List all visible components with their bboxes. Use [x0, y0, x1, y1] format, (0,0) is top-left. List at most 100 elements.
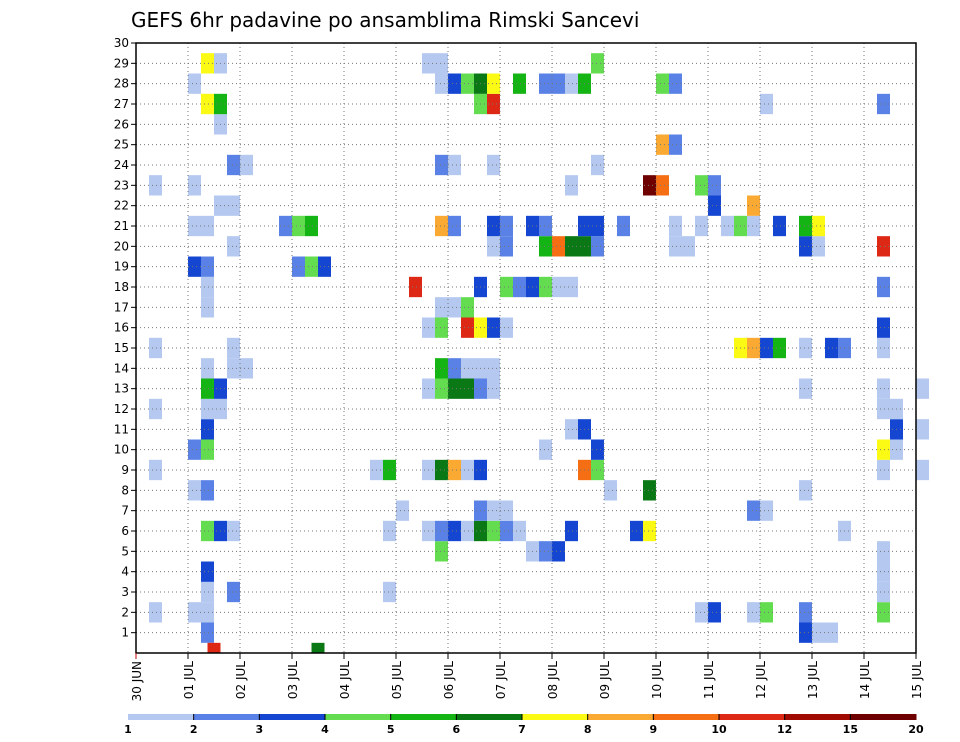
y-tick-label: 2: [121, 605, 129, 619]
heatmap-cell: [435, 378, 448, 399]
x-tick-label: 15 JUL: [910, 661, 924, 699]
heatmap-cell: [149, 398, 162, 420]
heatmap-cell: [500, 215, 513, 237]
heatmap-cell: [721, 215, 734, 237]
heatmap-cell: [500, 520, 513, 542]
heatmap-cell: [435, 73, 448, 94]
heatmap-cell: [240, 154, 253, 176]
y-tick-label: 20: [114, 239, 129, 253]
colorbar-segment: [128, 714, 195, 720]
x-axis-ticks: 30 JUN 01 JUL 02 JUL 03 JUL 04 JUL 05 JUL 06 J…: [130, 653, 924, 701]
x-tick-label: 10 JUL: [650, 661, 664, 699]
colorbar-segment: [587, 714, 654, 720]
heatmap-cell: [188, 602, 201, 623]
heatmap-cell: [487, 236, 500, 257]
heatmap-cell: [877, 439, 890, 460]
heatmap-cell: [201, 602, 214, 623]
heatmap-cell: [461, 297, 474, 318]
x-tick-label: 03 JUL: [286, 661, 300, 699]
x-tick-label: 14 JUL: [858, 661, 872, 699]
heatmap-cell: [487, 154, 500, 176]
heatmap-cell: [188, 439, 201, 460]
y-tick-label: 1: [121, 626, 129, 640]
heatmap-cell: [448, 520, 461, 542]
heatmap-cell: [311, 642, 325, 653]
heatmap-cell: [188, 73, 201, 94]
heatmap-cell: [435, 297, 448, 318]
heatmap-cell: [461, 520, 474, 542]
heatmap-cell: [877, 378, 890, 399]
heatmap-cell: [877, 398, 890, 420]
heatmap-cell: [565, 419, 578, 440]
heatmap-cell: [201, 520, 214, 542]
heatmap-cell: [916, 459, 929, 481]
colorbar-label: 7: [518, 723, 526, 736]
heatmap-cell: [487, 378, 500, 399]
heatmap-cell: [877, 93, 890, 115]
colorbar-label: 10: [711, 723, 727, 736]
grid-lines: [136, 42, 916, 653]
heatmap-cell: [812, 236, 825, 257]
heatmap-cell: [565, 520, 578, 542]
heatmap-cell: [448, 297, 461, 318]
heatmap-cell: [227, 581, 240, 603]
colorbar-label: 3: [256, 723, 264, 736]
heatmap-cell: [669, 134, 682, 155]
heatmap-cell: [435, 154, 448, 176]
heatmap-cell: [305, 256, 318, 277]
heatmap-cell: [383, 459, 396, 481]
heatmap-cell: [513, 276, 526, 298]
heatmap-cell: [292, 215, 305, 237]
y-tick-label: 29: [114, 56, 129, 70]
heatmap-cell: [461, 358, 474, 379]
heatmap-cell: [643, 480, 656, 501]
colorbar-label: 15: [843, 723, 858, 736]
heatmap-cell: [227, 154, 240, 176]
x-tick-label: 07 JUL: [494, 661, 508, 699]
heatmap-cell: [435, 215, 448, 237]
heatmap-cell: [552, 276, 565, 298]
y-tick-label: 17: [114, 300, 129, 314]
chart-title: GEFS 6hr padavine po ansamblima Rimski S…: [131, 8, 639, 32]
heatmap-cell: [539, 439, 552, 460]
heatmap-cell: [487, 520, 500, 542]
heatmap-cell: [747, 500, 760, 521]
x-tick-label: 08 JUL: [546, 661, 560, 699]
heatmap-cell: [396, 500, 409, 521]
colorbar-segment: [784, 714, 851, 720]
heatmap-cell: [799, 480, 812, 501]
heatmap-cell: [292, 256, 305, 277]
heatmap-cell: [201, 622, 214, 643]
y-tick-label: 22: [114, 199, 129, 213]
heatmap-cell: [435, 459, 448, 481]
heatmap-cell: [500, 500, 513, 521]
heatmap-cell: [227, 520, 240, 542]
heatmap-cell: [812, 215, 825, 237]
colorbar-segment: [193, 714, 260, 720]
heatmap-cell: [448, 459, 461, 481]
colorbar-label: 12: [777, 723, 792, 736]
x-tick-label: 30 JUN: [130, 661, 144, 701]
heatmap-cell: [643, 175, 656, 196]
heatmap-cell: [747, 195, 760, 216]
heatmap-cell: [188, 215, 201, 237]
y-axis-ticks: 1234567891011121314151617181920212223242…: [114, 36, 136, 640]
heatmap-cell: [799, 337, 812, 359]
x-tick-label: 02 JUL: [234, 661, 248, 699]
heatmap-cell: [799, 602, 812, 623]
y-tick-label: 21: [114, 219, 129, 233]
heatmap-cell: [201, 561, 214, 582]
heatmap-cell: [825, 622, 838, 643]
y-tick-label: 25: [114, 138, 129, 152]
heatmap-cell: [227, 195, 240, 216]
heatmap-cell: [877, 236, 890, 257]
y-tick-label: 11: [114, 422, 129, 436]
heatmap-cell: [825, 337, 838, 359]
colorbar-label: 8: [584, 723, 592, 736]
heatmap-cell: [188, 256, 201, 277]
colorbar-segment: [390, 714, 457, 720]
heatmap-cell: [435, 358, 448, 379]
heatmap-cell: [201, 378, 214, 399]
colorbar-segment: [522, 714, 589, 720]
heatmap-cell: [591, 459, 604, 481]
